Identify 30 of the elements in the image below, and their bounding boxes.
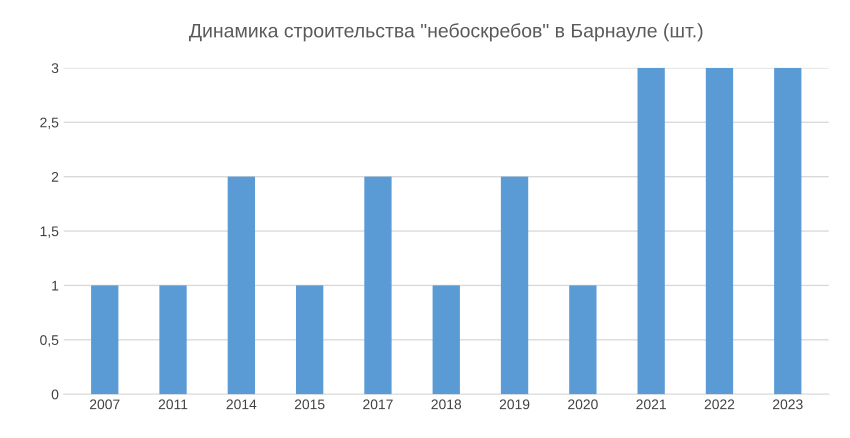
- bar: [364, 176, 392, 394]
- y-tick-label: 2: [52, 172, 58, 182]
- bar: [91, 285, 118, 394]
- x-tick-label: 2021: [636, 399, 666, 410]
- bar: [569, 285, 597, 394]
- bar: [432, 285, 460, 394]
- x-tick-label: 2015: [294, 399, 325, 410]
- x-tick-label: 2007: [90, 399, 120, 410]
- y-tick-label: 1: [52, 280, 58, 290]
- x-tick-label: 2011: [158, 399, 188, 410]
- bar: [228, 176, 255, 394]
- x-tick-label: 2019: [500, 399, 530, 410]
- bar: [774, 68, 802, 394]
- y-tick-label: 0,5: [40, 335, 58, 347]
- x-tick-label: 2018: [432, 399, 462, 410]
- x-tick-label: 2020: [568, 399, 598, 410]
- y-tick-label: 1,5: [40, 226, 58, 238]
- bar: [159, 285, 187, 394]
- bar: [500, 176, 528, 394]
- y-tick-label: 3: [52, 63, 58, 74]
- y-tick-label: 0: [52, 390, 58, 400]
- y-tick-label: 2,5: [40, 118, 58, 130]
- x-tick-label: 2017: [363, 399, 393, 410]
- x-tick-label: 2023: [773, 399, 803, 410]
- chart-title: Динамика строительства "небоскребов" в Барнауле (шт.): [189, 23, 702, 42]
- bar: [638, 68, 665, 394]
- bar: [296, 285, 324, 394]
- x-tick-label: 2022: [704, 399, 734, 410]
- x-tick-label: 2014: [226, 399, 256, 410]
- bar: [706, 68, 734, 394]
